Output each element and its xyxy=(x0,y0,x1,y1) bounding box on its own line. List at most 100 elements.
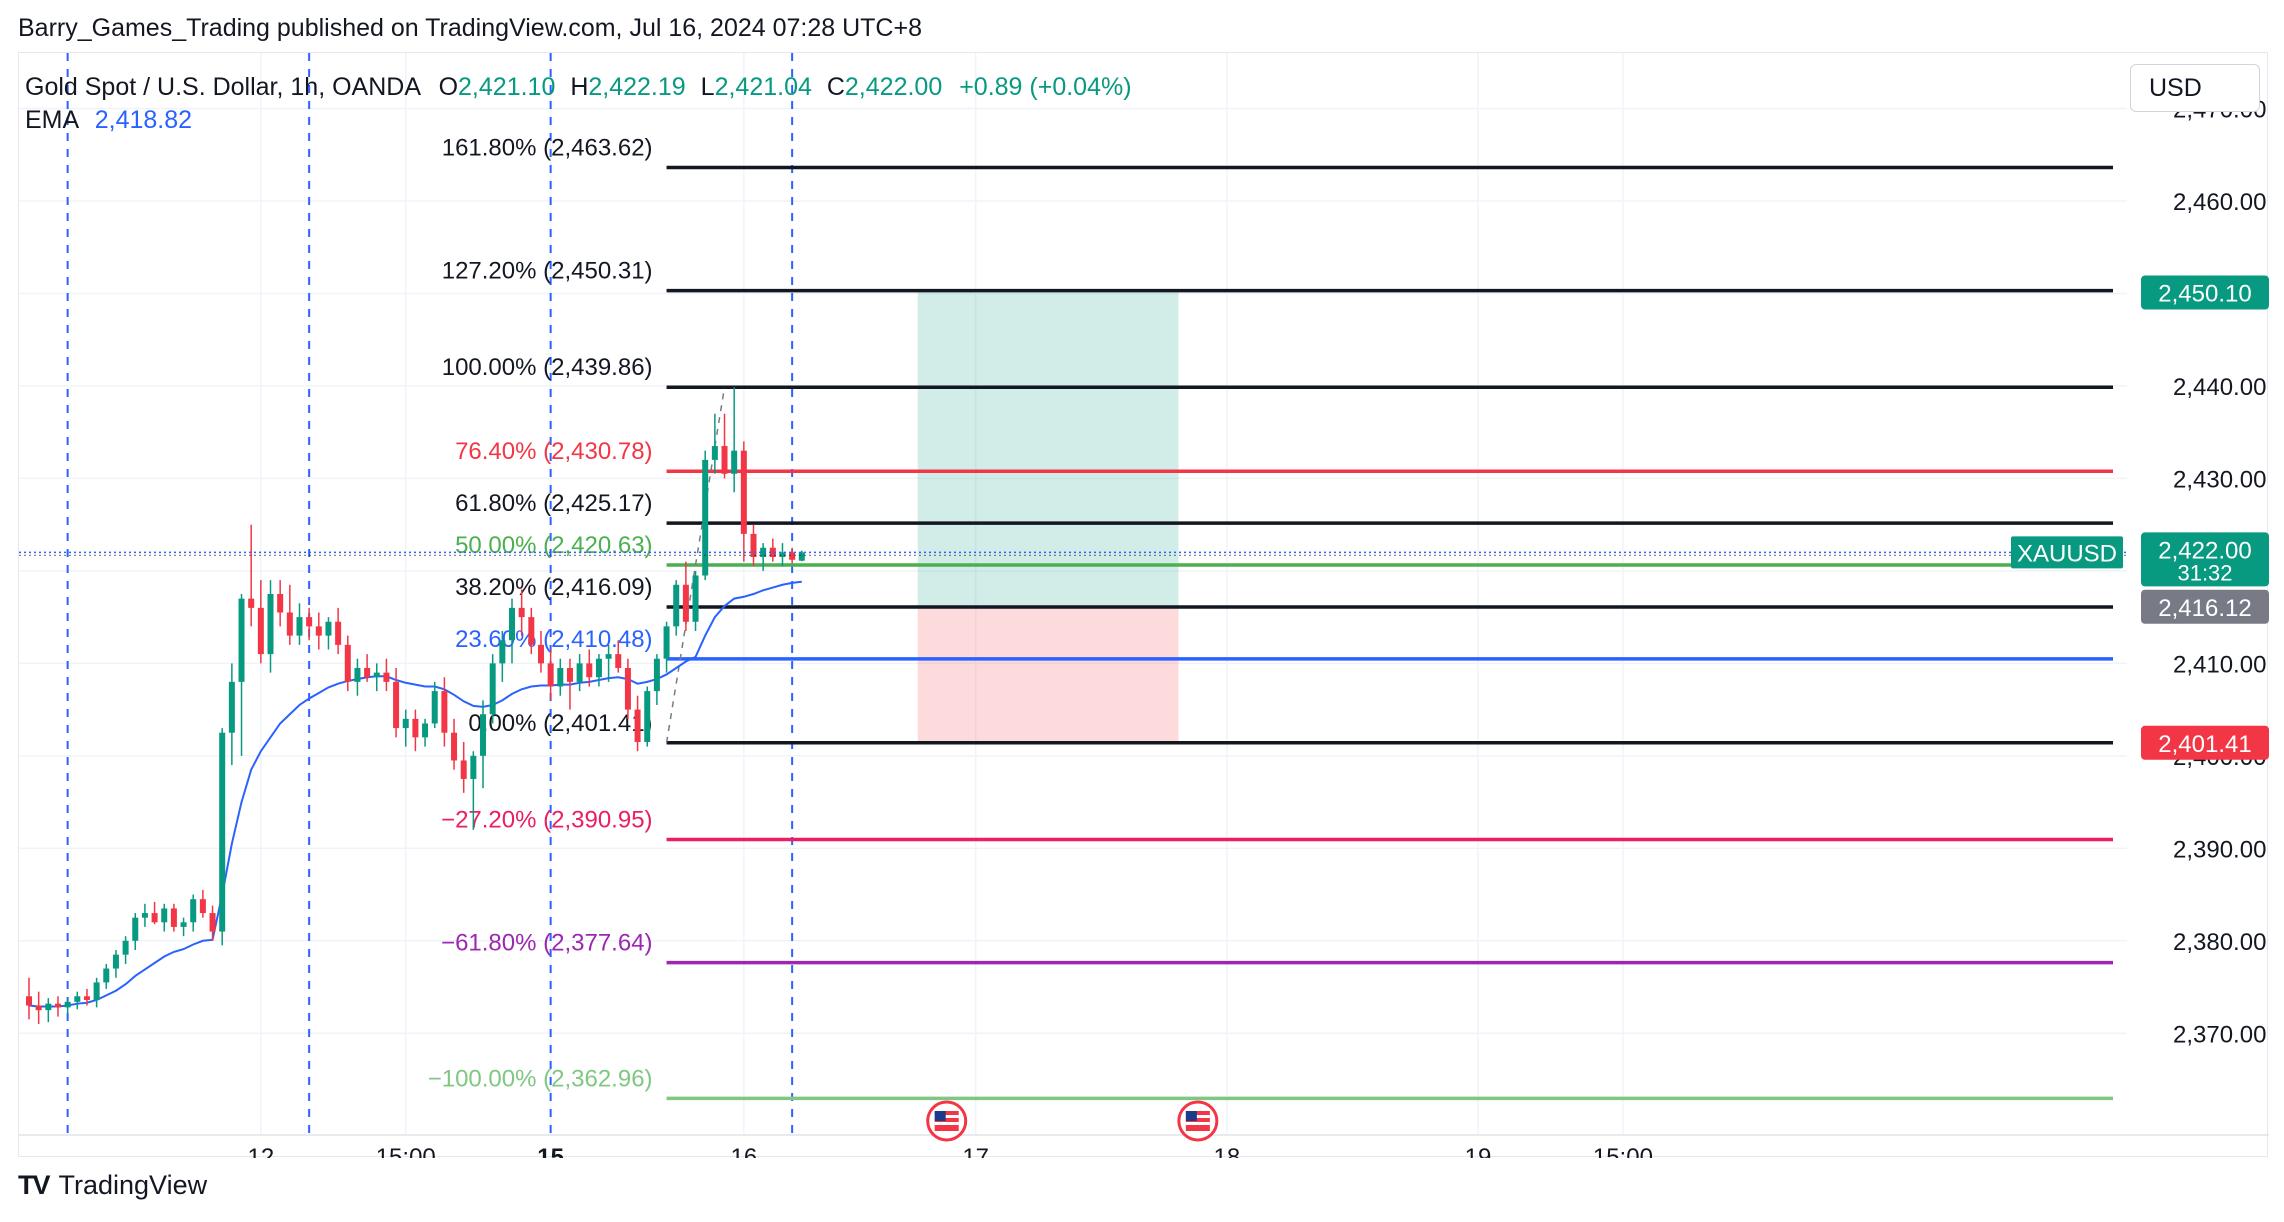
fib-level-label: −61.80% (2,377.64) xyxy=(441,930,653,957)
candle-body xyxy=(54,1003,61,1008)
instrument-name[interactable]: Gold Spot / U.S. Dollar, 1h, OANDA xyxy=(25,73,420,101)
candle-body xyxy=(112,954,119,969)
candle xyxy=(45,998,52,1023)
candle xyxy=(537,630,544,673)
candle xyxy=(499,630,506,682)
candle xyxy=(740,441,747,562)
candle-body xyxy=(74,996,81,1002)
time-tick-label: 12 xyxy=(247,1144,274,1158)
candle-body xyxy=(296,617,303,636)
us-flag-event-icon[interactable] xyxy=(926,1100,968,1142)
candle xyxy=(789,547,796,564)
legend-row-ema[interactable]: EMA 2,418.82 xyxy=(25,106,192,135)
chart-pane[interactable]: 161.80% (2,463.62) 127.20% (2,450.31) 100.… xyxy=(18,52,2269,1158)
candle-body xyxy=(769,547,776,558)
high-value: 2,422.19 xyxy=(588,73,686,101)
candle-body xyxy=(248,598,255,608)
candle xyxy=(26,977,32,1020)
fib-level-label: 127.20% (2,450.31) xyxy=(442,258,653,285)
candle-body xyxy=(132,917,139,941)
time-axis: 12 15:00 15 16 17 18 19 15:00 xyxy=(19,1134,2269,1158)
us-flag-event-icon[interactable] xyxy=(1177,1100,1219,1142)
candle-body xyxy=(460,760,467,779)
candle xyxy=(731,387,738,493)
candle-body xyxy=(547,663,554,687)
candle-body xyxy=(422,723,429,738)
candle-body xyxy=(306,617,313,627)
candle xyxy=(750,524,757,567)
fib-level-label: 76.40% (2,430.78) xyxy=(455,438,652,465)
candle xyxy=(277,580,284,627)
low-label: L xyxy=(700,73,715,101)
publisher-line: Barry_Games_Trading published on Trading… xyxy=(18,14,922,42)
fib-level-label: 50.00% (2,420.63) xyxy=(455,532,652,559)
fib-level-label: 61.80% (2,425.17) xyxy=(455,490,652,517)
candle xyxy=(35,991,42,1025)
candle-body xyxy=(383,672,390,682)
low-value: 2,421.04 xyxy=(714,73,812,101)
candle-body xyxy=(161,908,168,923)
candle xyxy=(566,658,573,710)
candle xyxy=(586,649,593,687)
price-tick-label: 2,370.00 xyxy=(2173,1021,2266,1048)
candle xyxy=(296,603,303,645)
footer-brand[interactable]: TV TradingView xyxy=(18,1170,207,1201)
candle-body xyxy=(354,667,361,682)
candle-body xyxy=(586,663,593,678)
candle xyxy=(383,658,390,692)
flag-canton xyxy=(1185,1111,1197,1121)
price-badge-bg xyxy=(2141,725,2269,760)
time-tick-label: 15:00 xyxy=(1593,1144,1653,1158)
candle-body xyxy=(257,607,264,655)
candle-body xyxy=(731,450,738,474)
candle-body xyxy=(653,658,660,692)
price-tick-label: 2,410.00 xyxy=(2173,651,2266,678)
candle xyxy=(653,654,660,705)
candle xyxy=(64,999,71,1015)
fib-level-label: −100.00% (2,362.96) xyxy=(428,1065,653,1092)
candle xyxy=(402,709,409,747)
candle-body xyxy=(557,667,564,687)
flag-stripe-white xyxy=(1185,1115,1210,1118)
candle xyxy=(682,561,689,631)
candle-body xyxy=(83,996,90,1000)
candle-body xyxy=(480,714,487,756)
candle xyxy=(451,718,458,770)
candle xyxy=(209,905,216,941)
candle xyxy=(798,550,805,562)
candle xyxy=(460,741,467,793)
ema-value: 2,418.82 xyxy=(94,106,193,134)
candle xyxy=(151,901,158,925)
candle-body xyxy=(219,732,226,932)
candle xyxy=(257,580,264,664)
candle xyxy=(769,538,776,562)
candle-body xyxy=(711,446,718,460)
price-badge-bg xyxy=(2141,275,2269,310)
time-tick-label: 17 xyxy=(962,1144,989,1158)
candle-body xyxy=(393,681,400,729)
candle xyxy=(393,667,400,738)
candle-body xyxy=(605,654,612,659)
candle-body xyxy=(798,552,805,561)
price-chart[interactable]: 161.80% (2,463.62) 127.20% (2,450.31) 100.… xyxy=(19,53,2269,1158)
price-badge-label: 2,401.41 xyxy=(2158,731,2251,758)
currency-label: USD xyxy=(2149,73,2202,102)
fib-extension-tool: 161.80% (2,463.62) 127.20% (2,450.31) 100.… xyxy=(428,134,2113,1101)
candle xyxy=(422,718,429,747)
currency-button[interactable]: USD xyxy=(2130,64,2260,112)
fib-level-label: −27.20% (2,390.95) xyxy=(441,807,653,834)
candle-body xyxy=(103,968,110,983)
fib-level-label: 38.20% (2,416.09) xyxy=(455,574,652,601)
candle xyxy=(644,686,651,747)
candle-body xyxy=(190,899,197,923)
candle-body xyxy=(760,547,767,558)
candle xyxy=(93,977,100,1008)
candle-body xyxy=(64,1001,71,1008)
candle-body xyxy=(576,663,583,682)
candle-body xyxy=(35,1005,42,1011)
time-tick-label: 16 xyxy=(730,1144,757,1158)
candle xyxy=(673,580,680,636)
candle xyxy=(344,635,351,692)
position-loss-zone xyxy=(917,606,1179,743)
price-tick-label: 2,460.00 xyxy=(2173,189,2266,216)
